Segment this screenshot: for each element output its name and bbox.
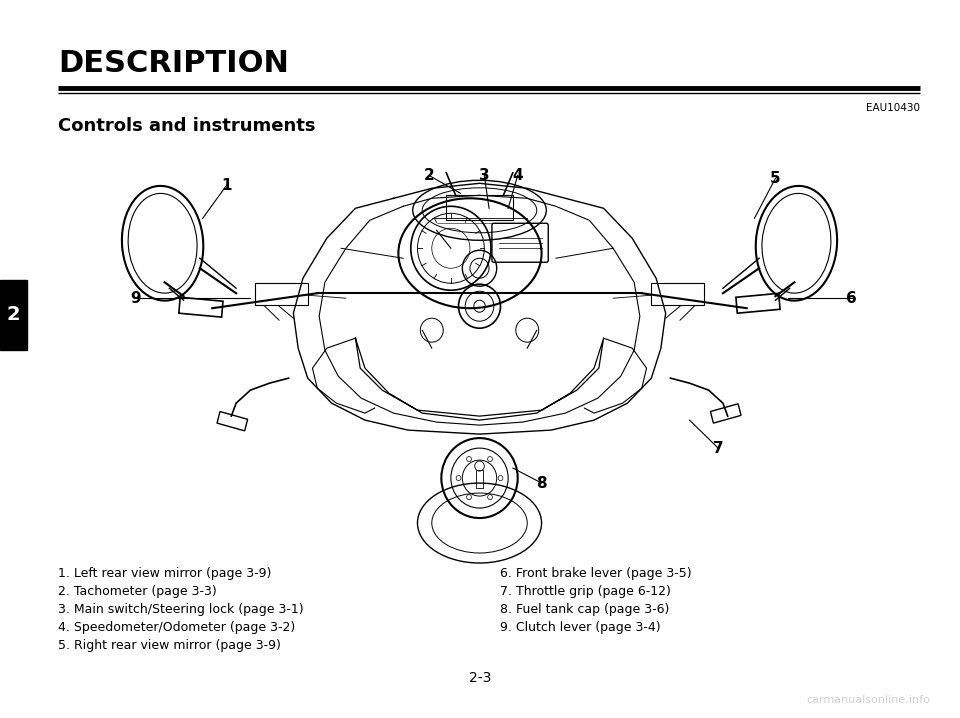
Text: 3. Main switch/Steering lock (page 3-1): 3. Main switch/Steering lock (page 3-1) (58, 603, 303, 616)
Text: EAU10430: EAU10430 (866, 103, 920, 113)
Text: 2: 2 (6, 305, 20, 325)
Bar (255, 283, 308, 305)
Text: 2-3: 2-3 (468, 671, 492, 685)
Text: 9: 9 (131, 291, 141, 306)
Text: 7. Throttle grip (page 6-12): 7. Throttle grip (page 6-12) (500, 585, 671, 598)
Text: 6: 6 (847, 291, 857, 306)
Bar (710, 404, 741, 423)
Bar (476, 470, 483, 488)
Text: 1: 1 (222, 178, 231, 193)
Text: 3: 3 (479, 168, 490, 183)
Text: 8. Fuel tank cap (page 3-6): 8. Fuel tank cap (page 3-6) (500, 603, 669, 616)
Bar (446, 195, 513, 220)
Bar (0, 280, 27, 350)
Text: DESCRIPTION: DESCRIPTION (58, 49, 289, 78)
Text: 8: 8 (537, 475, 547, 490)
Bar (217, 411, 248, 431)
Text: 2. Tachometer (page 3-3): 2. Tachometer (page 3-3) (58, 585, 217, 598)
Text: 1. Left rear view mirror (page 3-9): 1. Left rear view mirror (page 3-9) (58, 567, 272, 580)
Text: 6. Front brake lever (page 3-5): 6. Front brake lever (page 3-5) (500, 567, 691, 580)
Text: 2: 2 (423, 168, 434, 183)
Bar (736, 294, 780, 313)
Text: 9. Clutch lever (page 3-4): 9. Clutch lever (page 3-4) (500, 621, 660, 634)
Text: Controls and instruments: Controls and instruments (58, 117, 316, 135)
Text: 5: 5 (770, 171, 780, 186)
Text: 4. Speedometer/Odometer (page 3-2): 4. Speedometer/Odometer (page 3-2) (58, 621, 296, 634)
Text: carmanualsonline.info: carmanualsonline.info (806, 695, 930, 705)
Bar (651, 283, 704, 305)
Text: 4: 4 (513, 168, 523, 183)
Text: 5. Right rear view mirror (page 3-9): 5. Right rear view mirror (page 3-9) (58, 639, 281, 652)
Bar (179, 297, 223, 317)
Text: 7: 7 (713, 441, 724, 456)
